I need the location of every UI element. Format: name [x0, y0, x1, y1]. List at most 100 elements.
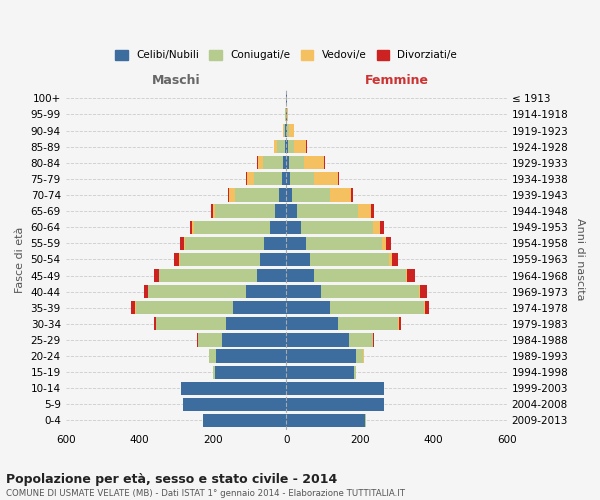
Legend: Celibi/Nubili, Coniugati/e, Vedovi/e, Divorziati/e: Celibi/Nubili, Coniugati/e, Vedovi/e, Di… [111, 46, 461, 64]
Bar [190, 220, 193, 234]
Bar [286, 140, 288, 153]
Text: COMUNE DI USMATE VELATE (MB) - Dati ISTAT 1° gennaio 2014 - Elaborazione TUTTITA: COMUNE DI USMATE VELATE (MB) - Dati ISTA… [6, 489, 405, 498]
Bar [215, 366, 286, 379]
Y-axis label: Fasce di età: Fasce di età [15, 226, 25, 292]
Bar [154, 269, 159, 282]
Bar [304, 156, 324, 170]
Bar [286, 253, 310, 266]
Bar [286, 204, 297, 218]
Bar [293, 140, 307, 153]
Text: Popolazione per età, sesso e stato civile - 2014: Popolazione per età, sesso e stato civil… [6, 472, 337, 486]
Bar [398, 317, 399, 330]
Bar [338, 317, 398, 330]
Bar [179, 253, 260, 266]
Bar [217, 350, 286, 362]
Bar [386, 236, 391, 250]
Bar [286, 414, 365, 427]
Bar [233, 301, 286, 314]
Bar [156, 317, 226, 330]
Bar [287, 108, 288, 121]
Bar [229, 188, 235, 202]
Bar [269, 220, 286, 234]
Bar [380, 220, 385, 234]
Bar [287, 124, 289, 137]
Bar [286, 156, 289, 170]
Bar [175, 253, 179, 266]
Bar [392, 253, 398, 266]
Bar [215, 204, 275, 218]
Bar [257, 156, 263, 170]
Bar [257, 269, 286, 282]
Bar [286, 172, 290, 186]
Bar [406, 269, 407, 282]
Bar [301, 220, 373, 234]
Bar [283, 124, 284, 137]
Bar [310, 253, 389, 266]
Bar [198, 334, 222, 346]
Bar [286, 317, 338, 330]
Bar [154, 317, 156, 330]
Bar [286, 220, 301, 234]
Bar [181, 236, 184, 250]
Bar [246, 285, 286, 298]
Bar [297, 204, 358, 218]
Bar [203, 414, 286, 427]
Bar [371, 204, 374, 218]
Bar [211, 204, 212, 218]
Bar [183, 398, 286, 411]
Bar [143, 285, 148, 298]
Bar [286, 285, 321, 298]
Bar [285, 140, 286, 153]
Bar [286, 188, 292, 202]
Bar [274, 140, 277, 153]
Bar [399, 317, 401, 330]
Bar [286, 301, 331, 314]
Bar [222, 334, 286, 346]
Bar [331, 301, 424, 314]
Bar [148, 285, 246, 298]
Bar [286, 269, 314, 282]
Bar [292, 188, 331, 202]
Bar [286, 334, 349, 346]
Bar [286, 398, 383, 411]
Bar [314, 172, 338, 186]
Bar [338, 172, 340, 186]
Bar [264, 236, 286, 250]
Bar [288, 140, 293, 153]
Bar [425, 301, 429, 314]
Bar [349, 334, 373, 346]
Bar [260, 253, 286, 266]
Y-axis label: Anni di nascita: Anni di nascita [575, 218, 585, 300]
Bar [286, 350, 356, 362]
Bar [197, 334, 198, 346]
Bar [185, 236, 264, 250]
Bar [181, 382, 286, 395]
Bar [277, 140, 285, 153]
Bar [131, 301, 135, 314]
Bar [209, 350, 217, 362]
Bar [383, 398, 385, 411]
Bar [254, 172, 282, 186]
Bar [284, 124, 286, 137]
Bar [194, 220, 269, 234]
Bar [286, 124, 287, 137]
Bar [389, 253, 392, 266]
Bar [286, 382, 383, 395]
Bar [350, 188, 353, 202]
Bar [358, 204, 371, 218]
Bar [314, 269, 406, 282]
Bar [382, 236, 386, 250]
Text: Femmine: Femmine [364, 74, 428, 87]
Bar [226, 317, 286, 330]
Bar [324, 156, 325, 170]
Bar [289, 156, 304, 170]
Bar [356, 350, 364, 362]
Bar [279, 188, 286, 202]
Bar [263, 156, 283, 170]
Bar [383, 382, 385, 395]
Bar [407, 269, 415, 282]
Text: Maschi: Maschi [152, 74, 200, 87]
Bar [331, 188, 350, 202]
Bar [182, 398, 183, 411]
Bar [373, 334, 374, 346]
